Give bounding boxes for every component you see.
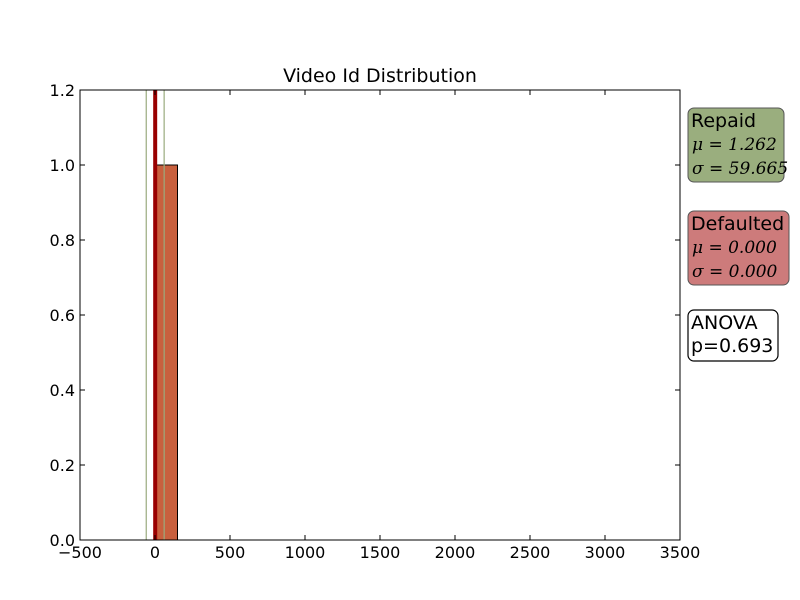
- y-tick-label: 0.2: [50, 456, 75, 475]
- defaulted-stats-box: Defaulted μ = 0.000 σ = 0.000: [687, 210, 790, 286]
- plot-background: [80, 90, 680, 540]
- x-tick-label: 500: [215, 543, 246, 562]
- anova-box: ANOVA p=0.693: [687, 309, 779, 362]
- repaid-stats-box: Repaid μ = 1.262 σ = 59.665: [687, 107, 788, 183]
- defaulted-mean: μ = 0.000: [692, 238, 777, 258]
- repaid-title: Repaid: [691, 110, 756, 132]
- x-tick-label: 1500: [360, 543, 401, 562]
- x-tick-label: 3500: [660, 543, 701, 562]
- y-tick-label: 0.4: [50, 381, 75, 400]
- x-tick-label: −500: [58, 543, 102, 562]
- repaid-mean: μ = 1.262: [692, 135, 777, 155]
- x-tick-label: 2500: [510, 543, 551, 562]
- y-tick-label: 0.8: [50, 231, 75, 250]
- anova-p-value: p=0.693: [691, 335, 773, 357]
- x-tick-label: 1000: [285, 543, 326, 562]
- y-tick-label: 0.6: [50, 306, 75, 325]
- defaulted-box-background: [687, 210, 790, 286]
- x-tick-label: 0: [150, 543, 160, 562]
- x-axis: −500 0 500 1000 1500 2000 2500 3000 3500: [58, 90, 700, 562]
- repaid-box-background: [687, 107, 785, 183]
- y-axis: 0.0 0.2 0.4 0.6 0.8 1.0 1.2: [50, 81, 680, 550]
- anova-label: ANOVA: [691, 312, 758, 334]
- x-tick-label: 3000: [585, 543, 626, 562]
- y-tick-label: 1.0: [50, 156, 75, 175]
- plot-area: [79, 89, 681, 541]
- y-tick-label: 1.2: [50, 81, 75, 100]
- histogram-bar: [154, 164, 178, 541]
- defaulted-sigma: σ = 0.000: [692, 262, 778, 282]
- y-tick-label: 0.0: [50, 531, 75, 550]
- x-tick-label: 2000: [435, 543, 476, 562]
- chart-title: Video Id Distribution: [283, 65, 477, 87]
- anova-box-background: [687, 309, 779, 362]
- defaulted-title: Defaulted: [691, 213, 784, 235]
- repaid-sigma: σ = 59.665: [692, 159, 788, 179]
